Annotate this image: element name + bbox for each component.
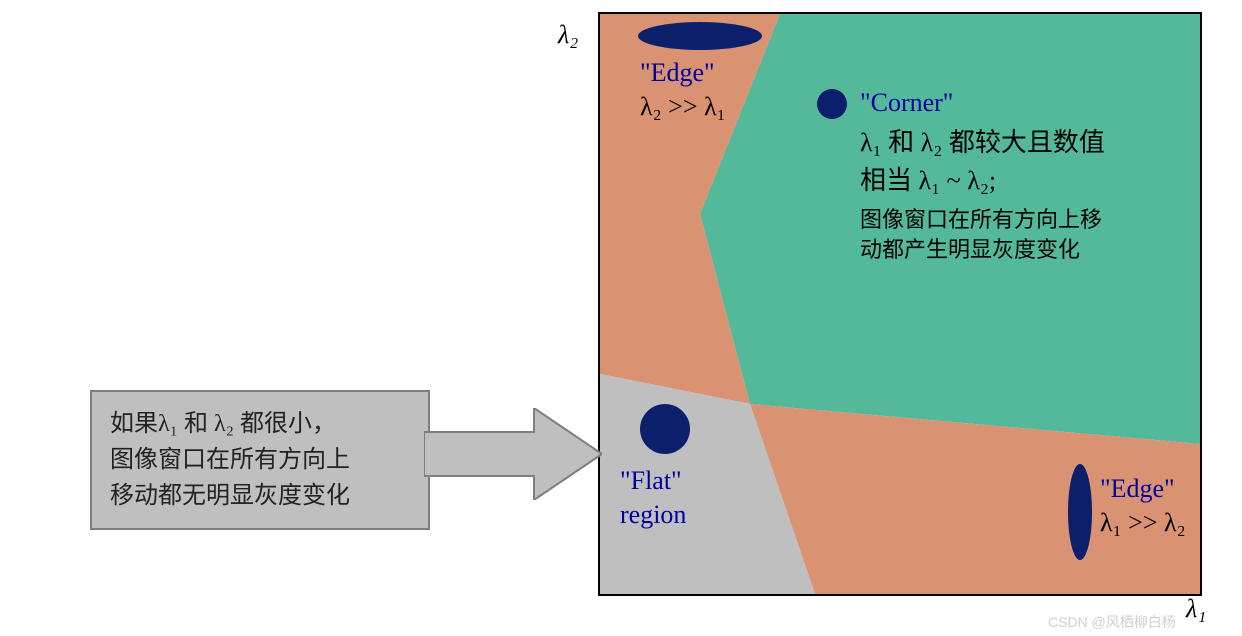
edge-top-ellipse	[638, 22, 762, 50]
corner-marker-circle	[817, 89, 847, 119]
corner-line2: 相当 λ₁ ~ λ₂;	[860, 164, 996, 198]
corner-line4: 动都产生明显灰度变化	[860, 236, 1080, 265]
info-line1: 如果λ₁ 和 λ₂ 都很小，	[110, 406, 410, 442]
canvas: λ₂ "Edge" λ₂ >> λ₁ "Corner" λ₁ 和 λ₂ 都较大且…	[0, 0, 1242, 636]
eigenvalue-diagram: "Edge" λ₂ >> λ₁ "Corner" λ₁ 和 λ₂ 都较大且数值 …	[598, 12, 1202, 596]
info-line2: 图像窗口在所有方向上	[110, 442, 410, 478]
pointer-arrow	[424, 408, 602, 500]
flat-marker-circle	[640, 404, 690, 454]
edge-right-ellipse	[1068, 464, 1092, 560]
axis-x-label: λ₁	[1186, 594, 1206, 624]
edge-top-title: "Edge"	[640, 56, 715, 90]
flat-sub: region	[620, 498, 686, 532]
corner-title: "Corner"	[860, 86, 953, 120]
edge-right-sub: λ₁ >> λ₂	[1100, 506, 1186, 540]
axis-y-label: λ₂	[558, 20, 578, 50]
corner-line3: 图像窗口在所有方向上移	[860, 206, 1102, 235]
edge-right-title: "Edge"	[1100, 472, 1175, 506]
corner-line1: λ₁ 和 λ₂ 都较大且数值	[860, 126, 1105, 160]
watermark-text: CSDN @风栖柳白杨	[1048, 612, 1176, 632]
info-line3: 移动都无明显灰度变化	[110, 478, 410, 514]
flat-title: "Flat"	[620, 464, 682, 498]
flat-description-box: 如果λ₁ 和 λ₂ 都很小， 图像窗口在所有方向上 移动都无明显灰度变化	[90, 390, 430, 530]
edge-top-sub: λ₂ >> λ₁	[640, 90, 726, 124]
